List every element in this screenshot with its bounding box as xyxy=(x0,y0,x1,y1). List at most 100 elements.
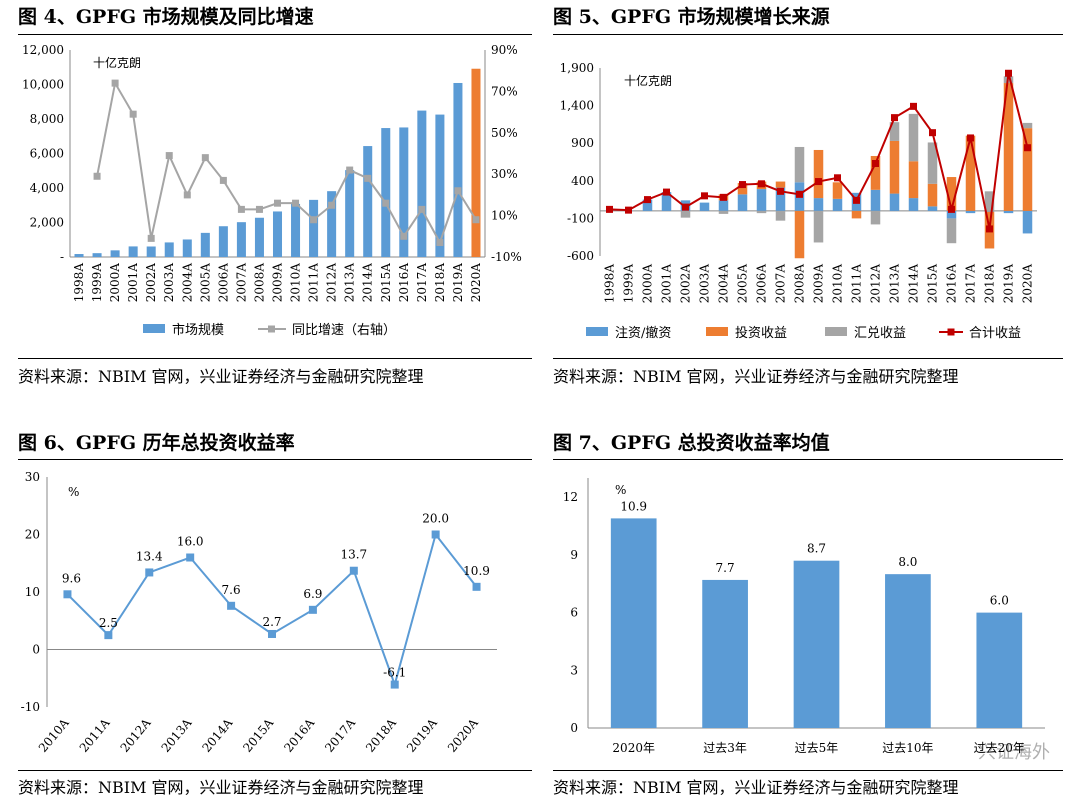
fig4-yleft-tick: 10,000 xyxy=(22,78,64,92)
fig4-growth-marker xyxy=(418,205,426,213)
fig4-growth-marker xyxy=(147,234,155,242)
fig4-x-tick: 1998A xyxy=(72,263,86,303)
fig4-yleft-tick: 4,000 xyxy=(30,181,64,195)
fig5-x-tick: 2012A xyxy=(869,264,883,304)
fig5-x-tick: 2006A xyxy=(755,264,769,304)
fig5-unit-label: 十亿克朗 xyxy=(624,73,672,88)
fig5-x-tick: 2014A xyxy=(907,264,921,304)
fig4-bar xyxy=(309,199,319,257)
fig6-y-tick: 0 xyxy=(32,643,40,657)
fig5-x-tick: 2011A xyxy=(850,264,864,304)
fig4-growth-marker xyxy=(292,199,300,207)
fig4-yright-tick: 90% xyxy=(491,43,518,57)
fig4-growth-marker xyxy=(93,172,101,180)
fig4-x-tick: 2016A xyxy=(397,263,411,303)
fig5-total-marker xyxy=(625,206,632,214)
fig6-unit-label: % xyxy=(68,485,79,499)
fig6-x-tick: 2011A xyxy=(77,716,113,755)
fig7-data-label: 6.0 xyxy=(990,594,1009,608)
fig6-data-label: -6.1 xyxy=(383,666,406,680)
fig6-return-marker xyxy=(390,680,399,689)
fig5-bar-segment xyxy=(737,183,748,195)
fig5-bar-segment xyxy=(984,191,995,211)
fig5-x-tick: 2002A xyxy=(679,264,693,304)
fig6-return-marker xyxy=(431,530,440,539)
fig5-total-marker xyxy=(644,196,651,204)
fig6-data-label: 13.7 xyxy=(340,548,367,562)
fig5-bar-segment xyxy=(718,200,729,211)
fig5-total-marker xyxy=(682,203,689,211)
fig4-yleft-tick: 8,000 xyxy=(30,112,64,126)
fig7-data-label: 8.7 xyxy=(807,542,826,556)
fig4-bar xyxy=(345,170,355,257)
fig7-y-tick: 6 xyxy=(570,606,578,620)
fig4-growth-marker xyxy=(364,174,372,182)
fig4-x-tick: 2011A xyxy=(307,263,321,303)
fig5-x-tick: 2019A xyxy=(1002,264,1016,304)
fig4-x-tick: 2013A xyxy=(343,263,357,303)
fig5-legend-label: 合计收益 xyxy=(969,326,1021,341)
fig7-unit-label: % xyxy=(615,483,626,497)
fig6-x-tick: 2016A xyxy=(281,716,317,755)
fig7-title: 图 7、GPFG 总投资收益率均值 xyxy=(553,432,830,454)
fig7-data-label: 7.7 xyxy=(716,561,735,575)
fig6-data-label: 6.9 xyxy=(303,587,322,601)
fig6-top-rule xyxy=(18,459,532,460)
fig5-bar-segment xyxy=(889,193,900,211)
fig5-bar-segment xyxy=(908,113,919,162)
fig5-total-marker xyxy=(872,160,879,168)
fig5-bar-segment xyxy=(832,198,843,211)
fig4-growth-marker xyxy=(346,166,354,174)
fig6-data-label: 2.7 xyxy=(262,615,281,629)
fig5-y-tick: 1,400 xyxy=(560,99,594,113)
fig5-total-marker xyxy=(910,102,917,110)
fig6-x-tick: 2019A xyxy=(404,716,440,755)
fig7-x-tick: 过去3年 xyxy=(703,741,747,755)
fig5-bar-segment xyxy=(1003,83,1014,211)
fig5-total-marker xyxy=(948,205,955,213)
fig5-bar-segment xyxy=(1022,122,1033,129)
fig4-growth-marker xyxy=(328,201,336,209)
fig5-total-marker xyxy=(1005,69,1012,77)
fig4-x-tick: 2004A xyxy=(180,263,194,303)
fig4-growth-marker xyxy=(310,216,318,224)
fig5-total-marker xyxy=(1024,144,1031,152)
fig4-x-tick: 2020A xyxy=(469,263,483,303)
fig5-bar-segment xyxy=(889,122,900,141)
fig4-yleft-tick: 2,000 xyxy=(30,216,64,230)
fig5-total-marker xyxy=(967,134,974,142)
fig5-bar-segment xyxy=(927,142,938,184)
fig5-x-tick: 2008A xyxy=(793,264,807,304)
fig5-y-tick: 900 xyxy=(571,136,594,150)
fig4-bar xyxy=(92,253,102,257)
fig5-x-tick: 2017A xyxy=(964,264,978,304)
fig5-total-marker xyxy=(720,193,727,201)
fig4-unit-label: 十亿克朗 xyxy=(93,55,141,70)
fig4-bar xyxy=(327,191,337,257)
fig4-x-tick: 2018A xyxy=(433,263,447,303)
fig5-legend-swatch xyxy=(706,327,728,336)
fig5-bottom-rule xyxy=(553,358,1063,359)
fig7-data-label: 8.0 xyxy=(898,555,917,569)
fig5-total-marker xyxy=(663,188,670,196)
watermark: 兴证海外 xyxy=(978,742,1050,763)
fig4-x-tick: 2001A xyxy=(126,263,140,303)
fig5-x-tick: 2020A xyxy=(1021,264,1035,304)
fig5-x-tick: 2004A xyxy=(717,264,731,304)
fig5-x-tick: 2003A xyxy=(698,264,712,304)
fig5-total-marker xyxy=(815,178,822,186)
fig6-data-label: 20.0 xyxy=(422,512,449,526)
fig4-bar xyxy=(272,211,283,257)
fig6-y-tick: 30 xyxy=(25,470,40,484)
fig4-x-tick: 2010A xyxy=(289,263,303,303)
fig5-bar-segment xyxy=(756,210,767,214)
fig6-return-marker xyxy=(308,605,317,614)
fig5-x-tick: 1998A xyxy=(603,264,617,304)
fig7-bottom-rule xyxy=(553,770,1063,771)
fig7-bar xyxy=(976,612,1023,728)
fig4-growth-marker xyxy=(436,239,444,247)
fig4-growth-marker xyxy=(454,187,462,195)
fig6-x-tick: 2010A xyxy=(36,716,72,755)
fig4-growth-marker xyxy=(255,205,263,213)
fig6-return-marker xyxy=(268,629,276,638)
